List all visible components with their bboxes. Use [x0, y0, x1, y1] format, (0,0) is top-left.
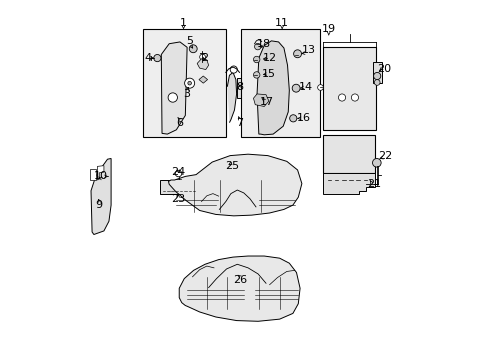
Bar [323, 135, 375, 173]
Text: 17: 17 [259, 97, 273, 107]
Bar [372, 62, 381, 83]
Polygon shape [199, 76, 207, 83]
Text: 22: 22 [378, 150, 392, 161]
Text: 18: 18 [256, 40, 270, 49]
Circle shape [373, 80, 379, 85]
Bar [90, 169, 96, 180]
Text: 15: 15 [262, 69, 275, 79]
Text: 25: 25 [224, 161, 239, 171]
Text: 5: 5 [186, 36, 193, 46]
Circle shape [184, 78, 194, 88]
Text: 3: 3 [183, 89, 190, 99]
Text: 23: 23 [171, 194, 185, 204]
Circle shape [338, 94, 345, 101]
Text: 14: 14 [299, 82, 313, 93]
Circle shape [254, 43, 261, 50]
Circle shape [292, 84, 300, 92]
Text: 10: 10 [94, 171, 108, 181]
Bar [241, 30, 319, 137]
Bar [143, 30, 225, 137]
Text: 24: 24 [171, 167, 185, 177]
Text: 2: 2 [201, 53, 208, 63]
Polygon shape [257, 41, 289, 135]
Polygon shape [179, 256, 300, 321]
Circle shape [253, 72, 260, 78]
Circle shape [253, 56, 260, 63]
Polygon shape [253, 94, 268, 107]
Circle shape [351, 94, 358, 101]
Polygon shape [161, 42, 187, 134]
Bar [160, 180, 199, 194]
Circle shape [293, 50, 301, 58]
Polygon shape [197, 59, 208, 69]
Circle shape [168, 93, 177, 102]
Circle shape [175, 170, 182, 177]
Text: 19: 19 [321, 24, 335, 35]
Text: 9: 9 [96, 200, 102, 210]
Circle shape [289, 115, 296, 122]
Bar [237, 78, 244, 98]
Text: 1: 1 [180, 18, 186, 28]
Text: 8: 8 [236, 82, 243, 92]
Text: 11: 11 [275, 18, 288, 28]
Circle shape [189, 45, 197, 53]
Text: 21: 21 [366, 179, 381, 189]
Polygon shape [91, 158, 111, 234]
Circle shape [372, 158, 380, 167]
Circle shape [230, 66, 237, 73]
Circle shape [187, 81, 191, 85]
Text: 12: 12 [263, 53, 277, 63]
Polygon shape [168, 154, 301, 216]
Circle shape [317, 85, 323, 90]
Text: 16: 16 [296, 113, 310, 123]
Circle shape [373, 72, 380, 80]
Text: 13: 13 [302, 45, 315, 55]
Circle shape [199, 54, 205, 60]
Bar [323, 47, 376, 130]
Polygon shape [97, 166, 104, 180]
Polygon shape [227, 72, 236, 123]
Text: 26: 26 [233, 275, 247, 285]
Text: 20: 20 [377, 64, 390, 74]
Text: 4: 4 [144, 53, 152, 63]
Text: 7: 7 [236, 118, 243, 128]
Text: 6: 6 [176, 118, 183, 128]
Polygon shape [323, 173, 375, 194]
Circle shape [153, 54, 161, 62]
